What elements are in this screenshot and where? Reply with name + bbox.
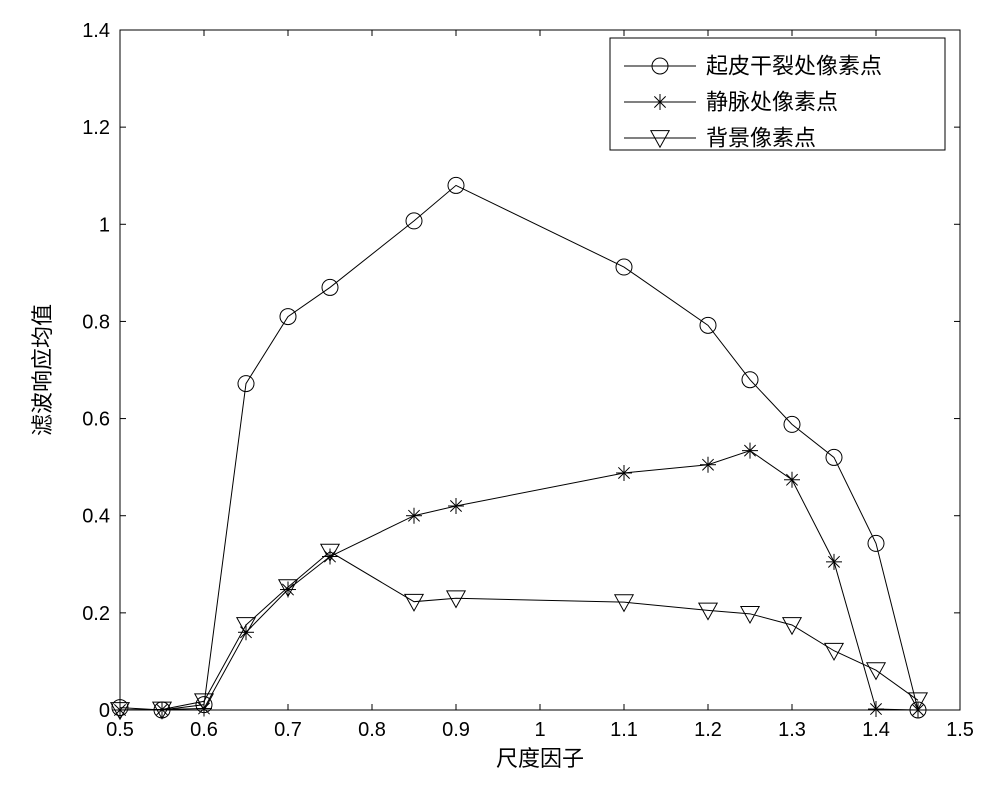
series-line xyxy=(120,451,918,710)
y-tick-label: 1 xyxy=(99,214,110,236)
marker-triangle xyxy=(741,606,759,623)
x-tick-label: 1 xyxy=(534,719,545,741)
chart-container: 0.5 0.6 0.7 0.8 0.9 1 1.1 1.2 1.3 1.4 1.5 0 0.2 0.4 0.… xyxy=(0,0,1000,793)
y-tick-label: 0.2 xyxy=(82,603,110,625)
y-tick-label: 0 xyxy=(99,700,110,722)
x-tick-label: 0.8 xyxy=(358,719,386,741)
x-tick-label: 1.5 xyxy=(946,719,974,741)
x-axis-label: 尺度因子 xyxy=(496,746,584,771)
y-axis-label: 滤波响应均值 xyxy=(30,304,55,436)
marker-triangle xyxy=(651,131,669,148)
x-tick-label: 0.7 xyxy=(274,719,302,741)
plot-border xyxy=(120,30,960,710)
legend-label: 静脉处像素点 xyxy=(706,90,838,115)
x-tick-label: 1.4 xyxy=(862,719,890,741)
legend-label: 背景像素点 xyxy=(706,126,816,151)
y-tick-label: 0.4 xyxy=(82,506,110,528)
series-scaling xyxy=(112,177,926,718)
marker-triangle xyxy=(825,643,843,660)
series-vein xyxy=(112,443,926,718)
series-line xyxy=(120,552,918,710)
series-line xyxy=(120,185,918,710)
marker-triangle xyxy=(405,594,423,611)
y-tick-label: 0.6 xyxy=(82,409,110,431)
y-tick-label: 1.2 xyxy=(82,117,110,139)
legend: 起皮干裂处像素点静脉处像素点背景像素点 xyxy=(610,38,945,151)
marker-triangle xyxy=(867,663,885,680)
y-tick-label: 1.4 xyxy=(82,20,110,42)
marker-triangle xyxy=(783,618,801,635)
legend-label: 起皮干裂处像素点 xyxy=(706,54,882,79)
y-tick-label: 0.8 xyxy=(82,311,110,333)
line-chart: 0.5 0.6 0.7 0.8 0.9 1 1.1 1.2 1.3 1.4 1.5 0 0.2 0.4 0.… xyxy=(0,0,1000,793)
x-tick-label: 0.9 xyxy=(442,719,470,741)
x-tick-label: 1.3 xyxy=(778,719,806,741)
x-tick-label: 0.6 xyxy=(190,719,218,741)
x-tick-label: 1.1 xyxy=(610,719,638,741)
series-background xyxy=(111,544,927,719)
x-tick-label: 0.5 xyxy=(106,719,134,741)
x-tick-label: 1.2 xyxy=(694,719,722,741)
